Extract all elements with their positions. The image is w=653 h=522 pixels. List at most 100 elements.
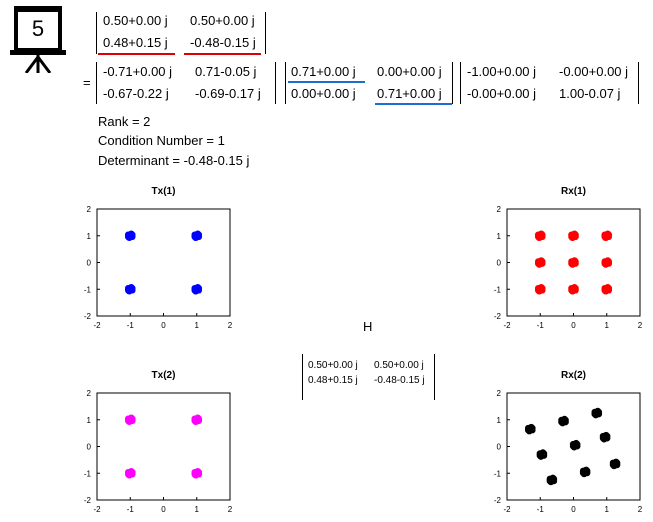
x-tick-label: 0 xyxy=(161,505,166,514)
s-matrix: 0.71+0.00 j 0.00+0.00 j 0.00+0.00 j 0.71… xyxy=(285,60,455,106)
slide-number: 5 xyxy=(31,16,45,41)
matrix-cell: 0.71+0.00 j xyxy=(291,64,356,79)
plot-frame xyxy=(506,392,641,501)
x-tick-label: 1 xyxy=(195,505,200,514)
underline-red xyxy=(98,53,175,55)
matrix-cell: -0.48-0.15 j xyxy=(374,375,425,386)
y-tick-label: 0 xyxy=(497,259,502,268)
presentation-board-icon: 5 xyxy=(6,3,68,74)
y-tick-label: 2 xyxy=(87,205,92,214)
determinant-text: Determinant = -0.48-0.15 j xyxy=(98,153,250,168)
plot-frame xyxy=(96,208,231,317)
y-tick-label: 1 xyxy=(497,232,502,241)
data-point xyxy=(591,407,603,419)
matrix-cell: 0.50+0.00 j xyxy=(103,13,168,28)
rank-text: Rank = 2 xyxy=(98,114,151,129)
matrix-cell: -0.00+0.00 j xyxy=(467,86,537,101)
data-point xyxy=(534,283,546,295)
y-tick-label: 0 xyxy=(87,259,92,268)
matrix-cell: 0.48+0.15 j xyxy=(103,35,168,50)
x-tick-label: -2 xyxy=(93,321,101,330)
y-tick-label: -2 xyxy=(494,496,502,505)
y-tick-label: -1 xyxy=(494,285,502,294)
matrix-cell: 0.71-0.05 j xyxy=(195,64,257,79)
x-tick-label: 0 xyxy=(571,321,576,330)
data-point xyxy=(124,230,136,242)
data-point xyxy=(191,283,203,295)
data-point xyxy=(568,283,579,295)
channel-label: H xyxy=(363,319,373,334)
data-point xyxy=(524,423,536,435)
y-tick-label: -1 xyxy=(494,469,502,478)
y-tick-label: 1 xyxy=(497,416,502,425)
x-tick-label: 1 xyxy=(605,321,610,330)
plot-title: Rx(2) xyxy=(561,370,586,381)
v-matrix: -1.00+0.00 j -0.00+0.00 j -0.00+0.00 j 1… xyxy=(460,60,642,106)
matrix-cell: -0.00+0.00 j xyxy=(559,64,629,79)
x-tick-label: -2 xyxy=(93,505,101,514)
data-point xyxy=(601,230,613,242)
y-tick-label: 1 xyxy=(87,416,92,425)
data-point xyxy=(579,466,591,478)
x-tick-label: -1 xyxy=(537,505,545,514)
underline-red xyxy=(184,53,261,55)
matrix-cell: 0.50+0.00 j xyxy=(308,360,358,371)
matrix-cell: -0.48-0.15 j xyxy=(190,35,256,50)
y-tick-label: -1 xyxy=(84,285,92,294)
y-tick-label: -2 xyxy=(84,312,92,321)
data-point xyxy=(601,283,613,295)
data-point xyxy=(558,415,569,427)
data-point xyxy=(124,414,136,426)
x-tick-label: 2 xyxy=(638,505,643,514)
data-point xyxy=(569,439,581,451)
data-point xyxy=(191,414,203,426)
data-point xyxy=(568,230,579,242)
x-tick-label: 0 xyxy=(571,505,576,514)
u-matrix: -0.71+0.00 j 0.71-0.05 j -0.67-0.22 j -0… xyxy=(96,60,278,106)
y-tick-label: 0 xyxy=(87,443,92,452)
data-point xyxy=(599,431,611,443)
matrix-cell: 0.71+0.00 j xyxy=(377,86,442,101)
data-point xyxy=(191,467,203,479)
plot-frame xyxy=(96,392,231,501)
y-tick-label: -2 xyxy=(84,496,92,505)
scatter-plot: Tx(1) -2 -1 0 1 2 2 1 0 -1 -2 xyxy=(84,186,233,330)
plot-frame xyxy=(506,208,641,317)
condition-number-text: Condition Number = 1 xyxy=(98,133,225,148)
x-tick-label: -2 xyxy=(503,505,511,514)
data-point xyxy=(534,230,546,242)
channel-matrix: 0.50+0.00 j 0.50+0.00 j 0.48+0.15 j -0.4… xyxy=(302,354,436,400)
data-point xyxy=(609,458,621,470)
x-tick-label: -2 xyxy=(503,321,511,330)
scatter-plot: Rx(2) -2 -1 0 1 2 2 1 0 -1 -2 xyxy=(494,370,643,514)
matrix-cell: 1.00-0.07 j xyxy=(559,86,621,101)
plot-title: Rx(1) xyxy=(561,186,586,197)
matrix-cell: -0.67-0.22 j xyxy=(103,86,169,101)
matrix-cell: -0.69-0.17 j xyxy=(195,86,261,101)
matrix-cell: -1.00+0.00 j xyxy=(467,64,537,79)
x-tick-label: 2 xyxy=(638,321,643,330)
data-point xyxy=(546,474,558,486)
scatter-plot: Rx(1) -2 -1 0 1 2 2 1 0 -1 -2 xyxy=(494,186,643,330)
x-tick-label: 2 xyxy=(228,505,233,514)
y-tick-label: 2 xyxy=(497,205,502,214)
underline-blue xyxy=(288,81,365,83)
data-point xyxy=(124,283,136,295)
x-tick-label: -1 xyxy=(127,321,135,330)
matrix-cell: 0.00+0.00 j xyxy=(377,64,442,79)
y-tick-label: -1 xyxy=(84,469,92,478)
data-point xyxy=(601,257,613,268)
y-tick-label: -2 xyxy=(494,312,502,321)
data-point xyxy=(124,467,136,479)
plot-title: Tx(1) xyxy=(152,186,176,197)
top-matrix: 0.50+0.00 j 0.50+0.00 j 0.48+0.15 j -0.4… xyxy=(96,10,268,56)
matrix-cell: 0.48+0.15 j xyxy=(308,375,358,386)
plot-title: Tx(2) xyxy=(152,370,176,381)
matrix-cell: -0.71+0.00 j xyxy=(103,64,173,79)
equals-sign: = xyxy=(83,75,91,90)
x-tick-label: 2 xyxy=(228,321,233,330)
y-tick-label: 1 xyxy=(87,232,92,241)
x-tick-label: -1 xyxy=(537,321,545,330)
data-point xyxy=(568,257,579,268)
